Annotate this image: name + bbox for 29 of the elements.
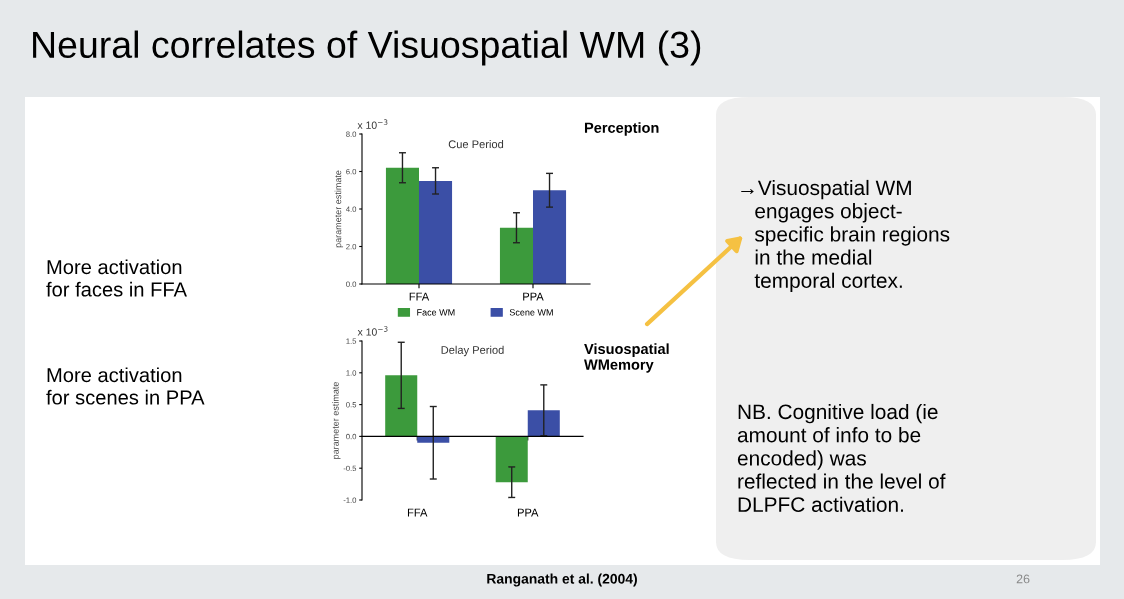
bar — [527, 410, 560, 437]
bar — [499, 227, 533, 284]
y-axis-title: parameter estimate — [334, 170, 344, 248]
text: 26 — [1016, 574, 1030, 584]
x-tick-label: PPA — [523, 292, 544, 301]
text: NB. Cognitive load (ie amount of info to be encoded) was reflected in the level of DLPFC activation. — [737, 403, 946, 512]
bar — [533, 190, 567, 284]
bar — [385, 167, 419, 284]
y-axis-title: parameter estimate — [332, 382, 341, 459]
legend-label: Face WM — [417, 309, 455, 316]
chart-title: Cue Period — [448, 140, 504, 149]
text: Visuospatial WMemory — [584, 343, 669, 373]
x-tick-label: PPA — [517, 508, 539, 517]
chart-title: Delay Period — [441, 345, 504, 357]
x-tick-label: FFA — [409, 292, 430, 301]
text: →Visuospatial WM engages object- specific brain regions in the medial temporal cortex. — [741, 179, 950, 293]
text: Ranganath et al. (2004) — [487, 573, 637, 587]
bar — [419, 180, 453, 284]
text: More activation for faces in FFA — [46, 259, 187, 297]
bar — [385, 375, 418, 437]
text: x 10$^{−3}$ — [357, 326, 388, 336]
text: x 10$^{−3}$ — [357, 119, 388, 129]
bar — [417, 436, 450, 443]
legend-label: Scene WM — [509, 309, 553, 316]
bar — [495, 436, 528, 483]
x-tick-label: FFA — [407, 508, 428, 517]
text: Neural correlates of Visuospatial WM (3) — [33, 30, 701, 66]
annotation: Perception — [584, 122, 659, 136]
text: More activation for scenes in PPA — [46, 367, 205, 405]
